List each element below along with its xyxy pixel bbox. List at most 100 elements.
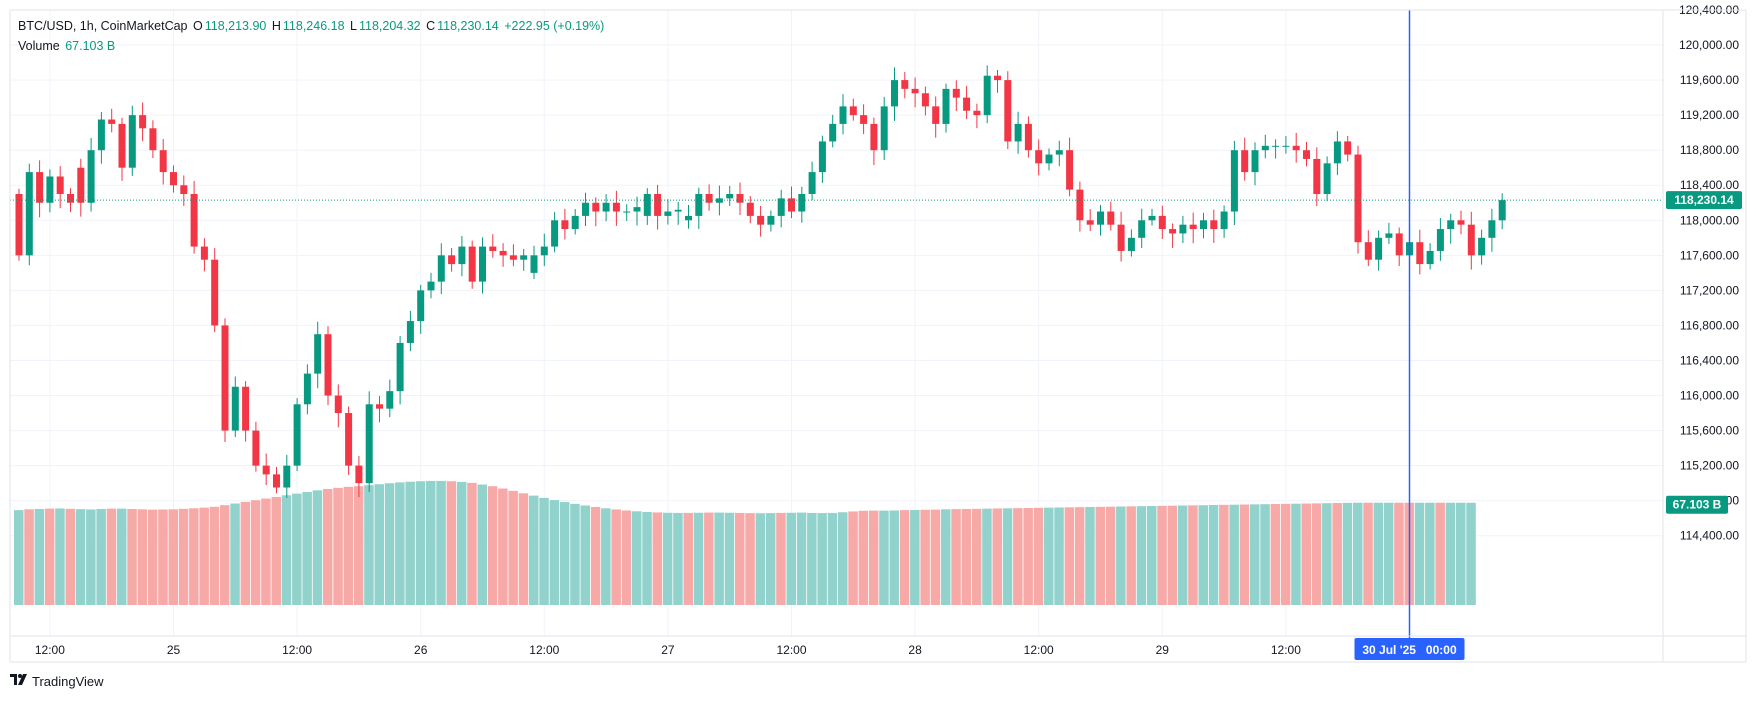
volume-bar xyxy=(1054,507,1064,605)
volume-bar xyxy=(930,509,941,605)
candle-body xyxy=(128,115,136,168)
y-tick-label: 117,200.00 xyxy=(1680,283,1739,297)
volume-bar xyxy=(1311,503,1322,605)
volume-bar xyxy=(1353,502,1363,605)
candle-body xyxy=(561,220,569,230)
volume-bar xyxy=(1363,502,1373,605)
volume-bar xyxy=(106,508,117,605)
volume-badge: 67.103 B xyxy=(1666,495,1728,514)
volume-bar xyxy=(127,508,137,605)
volume-bar xyxy=(1270,504,1281,605)
volume-bar xyxy=(147,509,158,605)
volume-bar xyxy=(1219,504,1229,605)
volume-bar xyxy=(1383,502,1394,605)
volume-bar xyxy=(395,482,405,605)
candle-body xyxy=(1169,229,1177,234)
candle-body xyxy=(983,75,991,116)
symbol-label[interactable]: BTC/USD, 1h, CoinMarketCap xyxy=(18,19,188,33)
candle-body xyxy=(1488,220,1496,238)
volume-bar xyxy=(910,509,920,605)
volume-bar xyxy=(961,508,972,605)
volume-bar xyxy=(1280,503,1291,605)
candle-body xyxy=(1200,220,1207,230)
candle-body xyxy=(1272,145,1280,147)
volume-bars xyxy=(14,480,1476,605)
x-tick-label: 12:00 xyxy=(1271,643,1301,657)
candle-body xyxy=(396,342,404,392)
open-value: 118,213.90 xyxy=(204,19,267,33)
last-price-badge: 118,230.14 xyxy=(1666,191,1742,210)
y-tick-label: 116,000.00 xyxy=(1680,389,1739,403)
candle-body xyxy=(1426,250,1434,265)
candle-body xyxy=(643,194,651,216)
chart-legend: BTC/USD, 1h, CoinMarketCap O 118,213.90 H… xyxy=(18,16,606,56)
candle-body xyxy=(612,202,620,212)
tradingview-branding[interactable]: TradingView xyxy=(10,673,104,689)
candle-body xyxy=(1261,145,1269,151)
candle-body xyxy=(880,106,888,151)
volume-bar xyxy=(1445,502,1456,605)
volume-bar xyxy=(1425,502,1435,605)
volume-bar xyxy=(1116,506,1126,605)
volume-bar xyxy=(364,485,374,605)
candle-body xyxy=(489,246,497,251)
close-label: C xyxy=(426,19,436,33)
candle-body xyxy=(211,259,219,326)
volume-bar xyxy=(250,500,261,605)
x-tick-label: 29 xyxy=(1156,643,1170,657)
volume-bar xyxy=(1074,507,1085,605)
volume-bar xyxy=(786,512,796,605)
candle-body xyxy=(448,255,456,265)
candle-body xyxy=(1251,150,1259,173)
candle-body xyxy=(159,150,167,173)
candle-body xyxy=(932,106,940,124)
volume-label[interactable]: Volume xyxy=(18,39,60,53)
volume-bar xyxy=(1126,506,1136,605)
candle-body xyxy=(602,202,610,212)
volume-bar xyxy=(570,503,580,605)
candle-body xyxy=(1076,189,1084,221)
volume-bar xyxy=(405,481,415,605)
candle-body xyxy=(891,80,898,107)
y-tick-label: 118,400.00 xyxy=(1680,178,1739,192)
volume-bar xyxy=(920,509,930,605)
candle-body xyxy=(1220,211,1228,230)
candle-body xyxy=(633,207,641,212)
volume-bar xyxy=(508,490,518,605)
candle-body xyxy=(571,215,579,230)
candle-body xyxy=(921,93,929,107)
candle-body xyxy=(1457,220,1465,225)
volume-bar xyxy=(590,506,601,605)
candle-body xyxy=(1117,224,1125,251)
candle-body xyxy=(695,194,703,216)
volume-bar xyxy=(611,509,621,605)
volume-bar xyxy=(189,508,199,605)
candle-body xyxy=(190,194,198,247)
candle-body xyxy=(1416,242,1424,265)
candle-body xyxy=(1467,224,1475,256)
volume-bar xyxy=(982,508,992,605)
candle-body xyxy=(1282,145,1290,147)
volume-bar xyxy=(580,505,590,605)
volume-bar xyxy=(353,486,364,605)
volume-bar xyxy=(941,509,951,605)
candle-body xyxy=(1436,229,1444,251)
volume-bar xyxy=(559,502,570,605)
volume-bar xyxy=(24,509,34,605)
candle-body xyxy=(520,255,528,260)
volume-bar xyxy=(1157,505,1167,605)
candle-body xyxy=(118,123,126,168)
x-tick-label: 12:00 xyxy=(35,643,65,657)
volume-bar xyxy=(86,509,96,605)
candle-body xyxy=(1055,150,1063,155)
volume-bar xyxy=(1013,508,1023,605)
volume-bar xyxy=(477,484,487,605)
candle-body xyxy=(355,465,363,484)
volume-bar xyxy=(549,500,560,605)
volume-bar xyxy=(168,509,178,605)
candle-body xyxy=(901,80,909,89)
volume-bar xyxy=(1023,507,1033,605)
candle-body xyxy=(1107,211,1115,225)
